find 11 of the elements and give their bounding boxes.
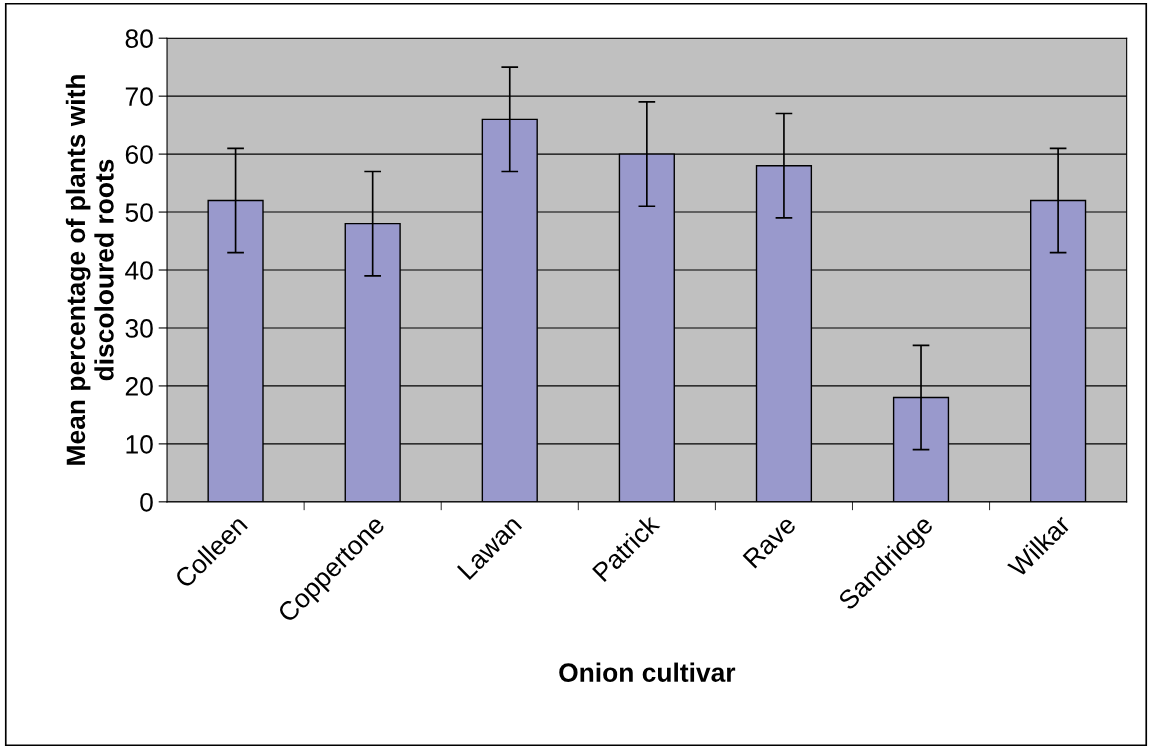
- y-tick-label: 60: [125, 145, 153, 164]
- y-tick-label: 10: [126, 435, 153, 454]
- y-tick-label: 20: [125, 377, 153, 396]
- y-tick-label: 80: [125, 29, 153, 49]
- y-tick-label: 40: [125, 261, 153, 280]
- y-tick-label: 70: [125, 87, 153, 106]
- x-axis-title: Onion cultivar: [559, 662, 736, 682]
- y-axis-title: Mean percentage of plants with discoloured roots: [65, 75, 114, 465]
- y-tick-label: 0: [140, 492, 153, 512]
- y-tick-label: 30: [125, 319, 153, 338]
- y-tick-label: 50: [125, 203, 153, 222]
